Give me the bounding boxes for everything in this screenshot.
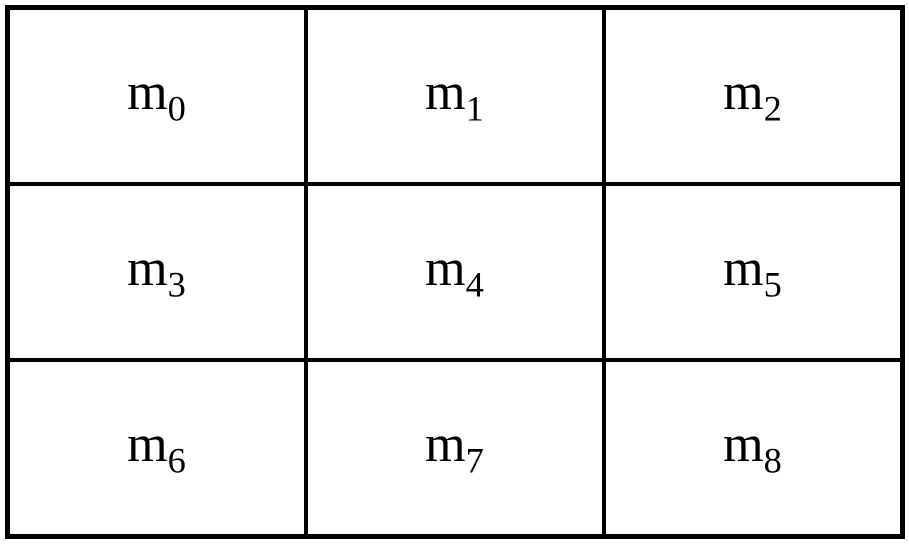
cell-5: m5 xyxy=(604,184,902,360)
cell-2: m2 xyxy=(604,8,902,184)
cell-label: m7 xyxy=(425,415,484,481)
matrix-grid: m0 m1 m2 m3 m4 m5 m6 m7 m8 xyxy=(5,5,905,539)
cell-label: m5 xyxy=(723,239,782,305)
cell-label: m6 xyxy=(127,415,186,481)
cell-3: m3 xyxy=(8,184,306,360)
cell-1: m1 xyxy=(306,8,604,184)
cell-0: m0 xyxy=(8,8,306,184)
cell-label: m8 xyxy=(723,415,782,481)
cell-label: m4 xyxy=(425,239,484,305)
cell-6: m6 xyxy=(8,360,306,536)
cell-label: m0 xyxy=(127,63,186,129)
cell-8: m8 xyxy=(604,360,902,536)
cell-4: m4 xyxy=(306,184,604,360)
cell-label: m1 xyxy=(425,63,484,129)
cell-label: m2 xyxy=(723,63,782,129)
cell-label: m3 xyxy=(127,239,186,305)
cell-7: m7 xyxy=(306,360,604,536)
